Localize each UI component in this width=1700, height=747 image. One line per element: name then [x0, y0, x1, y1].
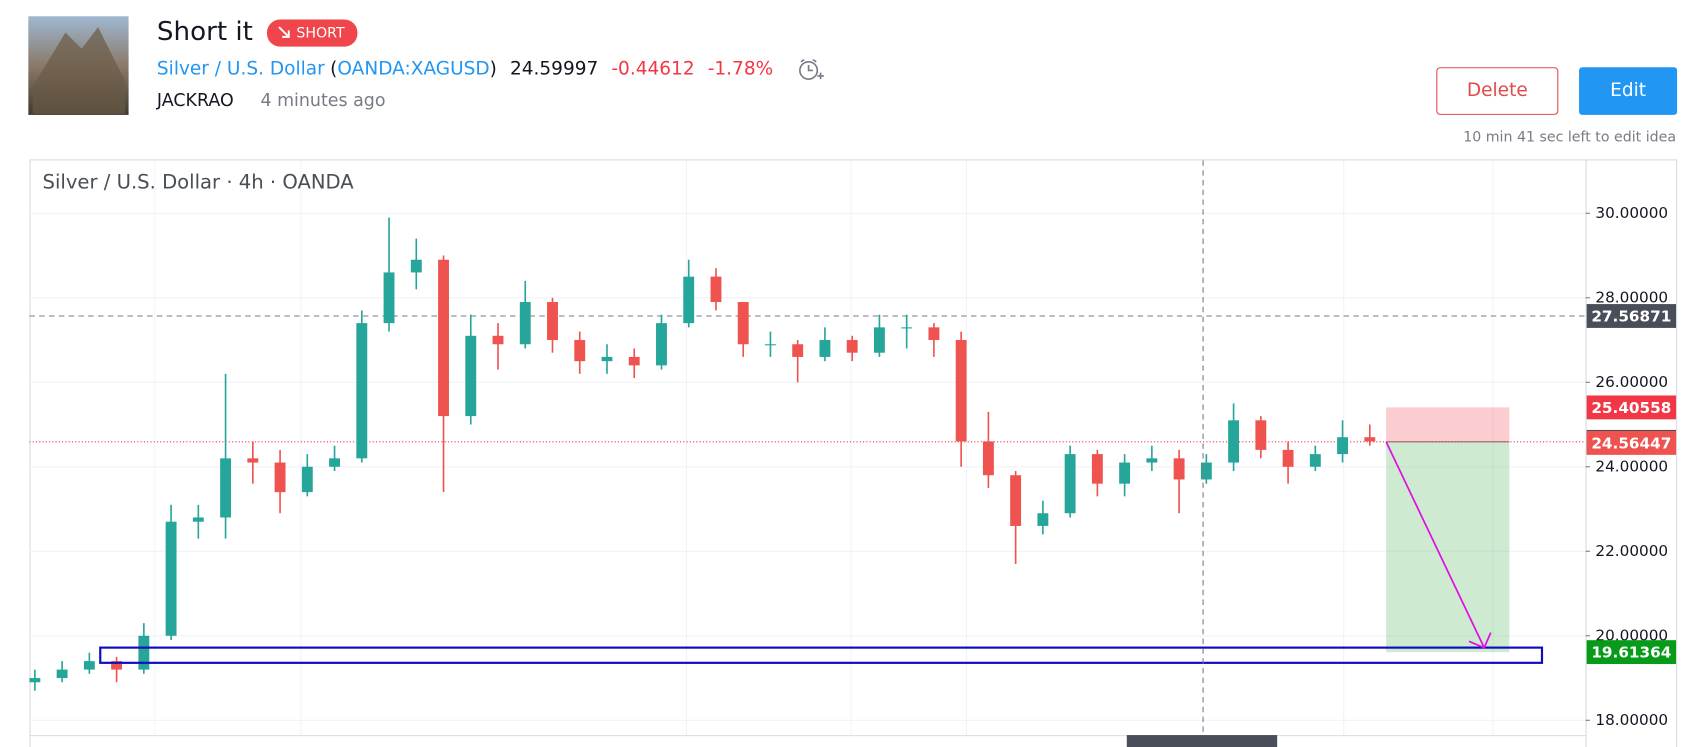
- edit-label[interactable]: Edit: [1610, 80, 1646, 101]
- candle-body: [656, 323, 667, 366]
- price-label-box: [1586, 304, 1677, 328]
- candle-body: [601, 356, 613, 362]
- candle-body: [1010, 475, 1022, 526]
- candle-body: [683, 276, 695, 324]
- candle-body: [628, 356, 640, 366]
- candle-body: [1146, 458, 1158, 463]
- candle-body: [1282, 449, 1294, 467]
- candle-body: [29, 678, 41, 683]
- candle-body: [1200, 462, 1212, 480]
- price-label: 25.40558: [1591, 399, 1671, 417]
- y-tick-label: 22.00000: [1595, 542, 1668, 560]
- candle-body: [1173, 458, 1185, 480]
- candle-body: [1309, 454, 1321, 467]
- posted-time: 4 minutes ago: [260, 91, 385, 111]
- time-grid: [154, 160, 1494, 736]
- delete-button[interactable]: [1436, 67, 1559, 115]
- candle-body: [547, 301, 558, 341]
- y-tick-label: 24.00000: [1595, 457, 1668, 475]
- price-label-box: [1586, 395, 1677, 420]
- candle-body: [846, 340, 858, 353]
- y-tick-label: 28.00000: [1595, 288, 1668, 306]
- candle-body: [737, 301, 749, 345]
- plot: 18.00000 20.00000 22.00000 24.00000 26.00000…: [29, 204, 1677, 729]
- y-tick-label: 18.00000: [1595, 711, 1668, 729]
- candle-body: [329, 458, 340, 467]
- candle-body: [111, 661, 123, 670]
- edit-button[interactable]: [1579, 67, 1678, 115]
- candle-body: [247, 458, 259, 463]
- symbol-line: Silver / U.S. Dollar (OANDA:XAGUSD) 24.599…: [157, 58, 773, 79]
- badge-arrow: [278, 26, 290, 38]
- crosshair-time-box: [1126, 735, 1278, 747]
- candle-body: [192, 517, 204, 522]
- avatar-mountain: [32, 27, 126, 114]
- candle-body: [982, 441, 994, 476]
- percent-change: -1.78%: [708, 58, 774, 79]
- price-label: 24.56447: [1591, 435, 1671, 453]
- y-tick-label: 30.00000: [1595, 204, 1668, 222]
- candle-body: [928, 327, 940, 341]
- candle-body: [710, 276, 722, 302]
- candle-body: [1119, 462, 1131, 484]
- candle-body: [1228, 420, 1240, 463]
- candle-body: [356, 323, 368, 459]
- candle-body: [574, 340, 586, 362]
- candle-body: [465, 335, 477, 417]
- candle-body: [83, 661, 95, 670]
- arrow-head: [1468, 632, 1492, 649]
- author[interactable]: JACKRAO: [156, 91, 234, 111]
- short-badge: [266, 19, 358, 47]
- stop-zone: [1386, 407, 1510, 442]
- support-zone: [99, 646, 1544, 664]
- price-label-box: [1586, 431, 1677, 455]
- candle-body: [1255, 420, 1267, 450]
- candle-body: [165, 521, 177, 636]
- symbol-name[interactable]: Silver / U.S. Dollar: [157, 58, 325, 79]
- candle-body: [1337, 437, 1349, 455]
- edit-note: 10 min 41 sec left to edit idea: [1463, 130, 1676, 146]
- candle-body: [765, 344, 776, 346]
- candle-body: [1364, 437, 1376, 442]
- y-tick-label: 26.00000: [1595, 373, 1668, 391]
- idea-title: Short it: [157, 17, 253, 47]
- paren: (: [330, 58, 337, 79]
- candle-body: [1064, 454, 1076, 514]
- ticker[interactable]: OANDA:XAGUSD: [337, 58, 489, 79]
- candle-body: [1037, 513, 1049, 526]
- alert-icon[interactable]: [799, 58, 824, 80]
- last-price: 24.59997: [510, 58, 598, 79]
- price-label-box: [1586, 640, 1677, 665]
- candle-body: [301, 466, 313, 493]
- candle-body: [492, 335, 504, 345]
- chart-legend: Silver / U.S. Dollar · 4h · OANDA: [43, 171, 355, 194]
- candle-body: [1091, 454, 1103, 484]
- candle-body: [56, 669, 68, 679]
- candle-body: [873, 327, 885, 353]
- target-zone: [1386, 441, 1510, 653]
- price-label: 19.61364: [1591, 644, 1671, 662]
- projection-arrow: [1385, 441, 1486, 649]
- y-tick-label: 20.00000: [1595, 626, 1668, 644]
- candle-body: [438, 259, 449, 417]
- paren: ): [490, 58, 497, 79]
- candle-body: [220, 458, 232, 518]
- candle-body: [138, 635, 150, 670]
- candle-body: [519, 301, 531, 345]
- candle-body: [792, 344, 804, 357]
- candle-body: [901, 327, 913, 329]
- delete-label[interactable]: Delete: [1467, 80, 1528, 101]
- candle-body: [819, 340, 831, 357]
- candle-body: [955, 340, 967, 442]
- candle-body: [383, 272, 395, 324]
- badge-label: SHORT: [296, 26, 345, 42]
- candle-body: [274, 462, 286, 493]
- price-change: -0.44612: [611, 58, 694, 79]
- chart-frame: [29, 159, 1678, 747]
- price-label: 27.56871: [1591, 308, 1671, 326]
- candle-body: [410, 259, 422, 273]
